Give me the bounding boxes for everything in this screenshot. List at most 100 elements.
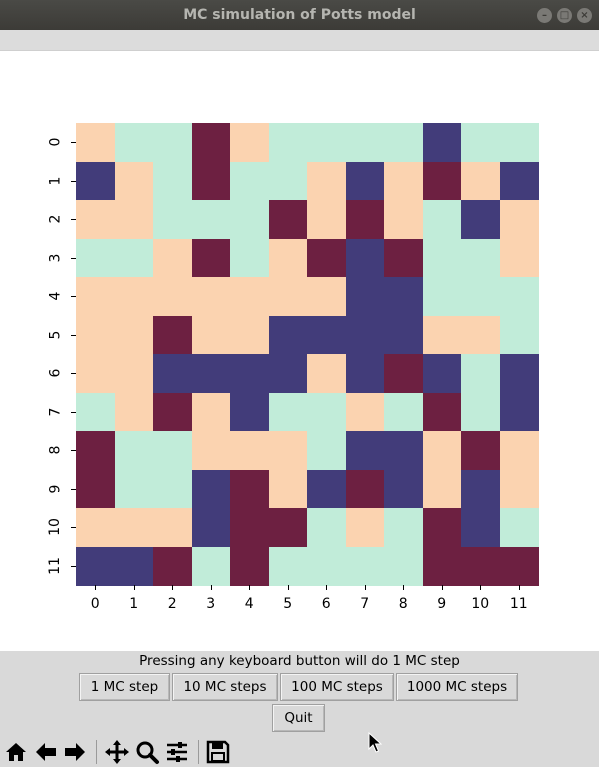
heatmap-cell [153,238,193,278]
heatmap-cell [422,123,462,163]
heatmap-cell [76,238,116,278]
y-tick-label: 1 [46,176,63,186]
heatmap-cell [384,315,424,355]
heatmap-cell [191,238,231,278]
heatmap-cell [307,238,347,278]
heatmap-cell [230,315,270,355]
heatmap-cell [114,354,154,394]
heatmap-cell [268,508,308,548]
heatmap-cell [461,238,501,278]
heatmap-cell [499,161,539,201]
heatmap-cell [307,277,347,317]
x-tick-mark [403,585,405,590]
heatmap-cell [114,315,154,355]
y-tick-mark [71,219,76,221]
x-tick-label: 10 [471,596,490,612]
heatmap-cell [268,392,308,432]
potts-heatmap [76,123,539,586]
configure-subplots-icon[interactable] [163,738,191,766]
home-icon[interactable] [2,738,30,766]
heatmap-cell [268,161,308,201]
heatmap-cell [384,469,424,509]
y-tick-mark [71,373,76,375]
y-tick-mark [71,180,76,182]
heatmap-cell [268,200,308,240]
heatmap-cell [422,508,462,548]
heatmap-cell [422,431,462,471]
heatmap-cell [268,431,308,471]
heatmap-cell [76,161,116,201]
heatmap-cell [499,508,539,548]
heatmap-cell [345,431,385,471]
heatmap-cell [384,123,424,163]
heatmap-cell [307,392,347,432]
minimize-icon[interactable]: – [537,8,552,23]
back-arrow-icon[interactable] [32,738,60,766]
navigation-toolbar [0,736,599,767]
heatmap-cell [384,354,424,394]
heatmap-cell [345,200,385,240]
heatmap-cell [307,431,347,471]
heatmap-cell [422,354,462,394]
close-icon[interactable]: × [577,8,592,23]
y-tick-label: 7 [46,407,63,417]
pan-icon[interactable] [103,738,131,766]
y-tick-mark [71,142,76,144]
heatmap-cell [76,392,116,432]
heatmap-cell [345,238,385,278]
title-bar: MC simulation of Potts model – □ × [0,0,599,30]
zoom-icon[interactable] [133,738,161,766]
plot-canvas: 0 1 2 3 4 5 6 7 8 9 10 11 0 1 2 3 4 5 6 7 8 9 10 11 [0,51,599,651]
heatmap-cell [230,238,270,278]
heatmap-cell [422,238,462,278]
thousand-mc-steps-button[interactable]: 1000 MC steps [396,673,518,701]
heatmap-cell [345,354,385,394]
heatmap-cell [230,392,270,432]
one-mc-step-button[interactable]: 1 MC step [79,673,170,701]
heatmap-cell [268,469,308,509]
heatmap-cell [114,546,154,586]
hundred-mc-steps-button[interactable]: 100 MC steps [280,673,394,701]
heatmap-cell [230,200,270,240]
y-tick-label: 5 [46,330,63,340]
heatmap-cell [76,431,116,471]
ten-mc-steps-button[interactable]: 10 MC steps [172,673,278,701]
heatmap-cell [307,546,347,586]
heatmap-cell [76,277,116,317]
heatmap-cell [384,392,424,432]
heatmap-cell [384,508,424,548]
heatmap-cell [307,508,347,548]
heatmap-cell [153,392,193,432]
control-panel: Pressing any keyboard button will do 1 M… [0,651,599,767]
heatmap-cell [153,277,193,317]
save-icon[interactable] [204,738,232,766]
y-tick-mark [71,411,76,413]
heatmap-cell [461,469,501,509]
maximize-icon[interactable]: □ [557,8,572,23]
heatmap-cell [114,392,154,432]
quit-button[interactable]: Quit [272,704,325,732]
heatmap-cell [76,354,116,394]
heatmap-cell [191,431,231,471]
heatmap-cell [230,469,270,509]
heatmap-cell [384,161,424,201]
y-tick-mark [71,334,76,336]
heatmap-cell [114,469,154,509]
heatmap-cell [268,546,308,586]
heatmap-cell [153,546,193,586]
x-tick-mark [249,585,251,590]
heatmap-cell [153,431,193,471]
heatmap-cell [461,123,501,163]
heatmap-cell [268,123,308,163]
heatmap-cell [345,161,385,201]
forward-arrow-icon[interactable] [61,738,89,766]
heatmap-cell [422,161,462,201]
heatmap-cell [153,315,193,355]
x-tick-label: 2 [167,596,177,612]
heatmap-cell [307,469,347,509]
heatmap-cell [114,277,154,317]
x-tick-label: 1 [129,596,139,612]
heatmap-cell [191,161,231,201]
heatmap-cell [461,161,501,201]
heatmap-cell [461,200,501,240]
